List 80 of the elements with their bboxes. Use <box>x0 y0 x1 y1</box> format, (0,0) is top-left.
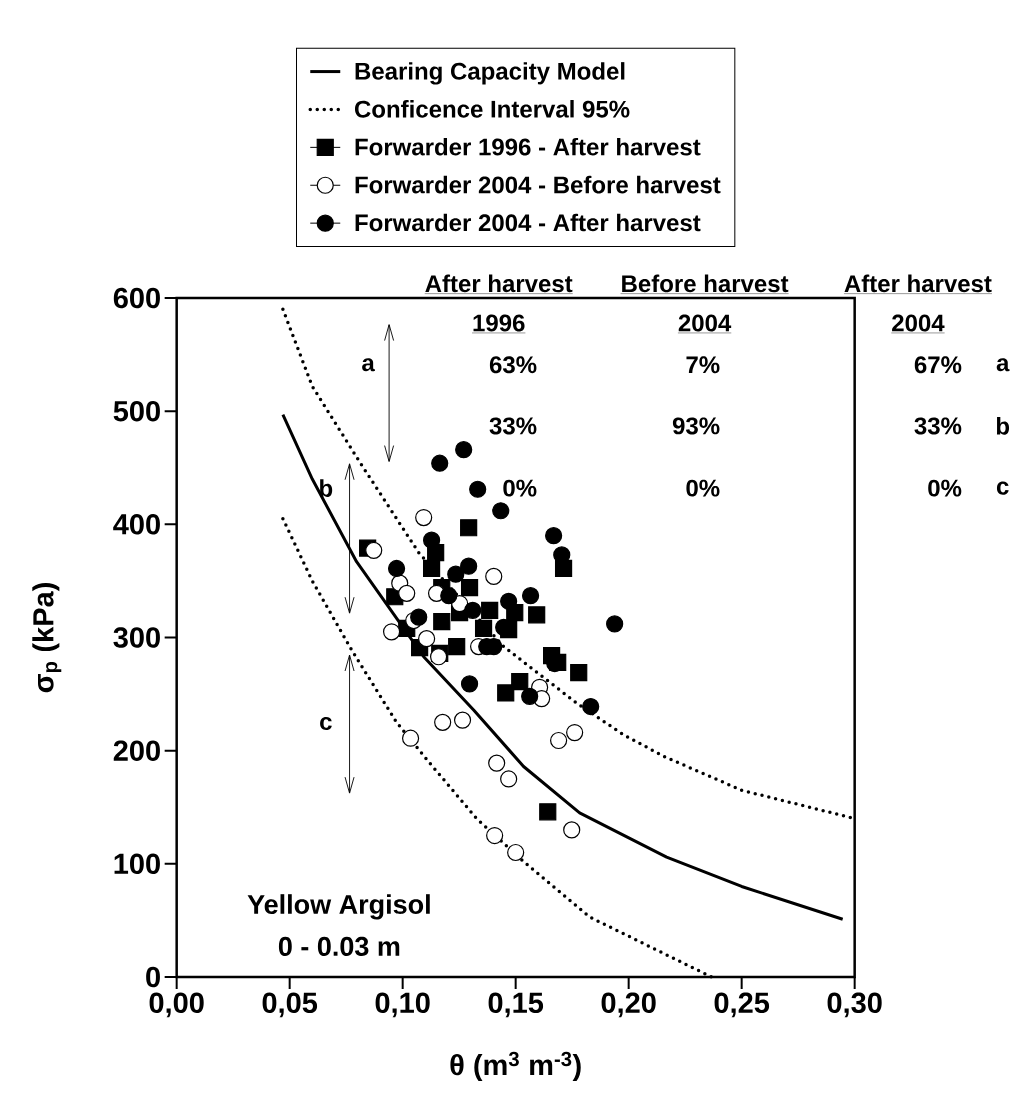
point <box>448 637 466 656</box>
annotation: 0 - 0.03 m <box>279 936 400 957</box>
legend-label: Forwarder 1996 - After harvest <box>355 137 701 156</box>
y-tick-label: 0 <box>146 966 161 988</box>
text: Before harvest <box>622 274 789 293</box>
text: a <box>996 358 1010 372</box>
text: 2004 <box>892 314 945 332</box>
point <box>423 559 441 578</box>
point <box>410 608 428 626</box>
x-axis-title: θ (m$^{3}$ m$^{-3}$) <box>450 1051 581 1082</box>
text: 67% <box>914 356 962 374</box>
point <box>433 613 451 631</box>
point <box>455 441 473 459</box>
point <box>388 559 406 578</box>
annotation: Yellow Argisol <box>247 894 430 920</box>
text: After harvest <box>425 274 573 293</box>
annotation: 33% <box>489 417 537 435</box>
point <box>464 601 482 619</box>
x-tick-label: 0,15 <box>488 992 544 1018</box>
point <box>461 579 479 597</box>
point <box>423 531 441 549</box>
y-tick-label: 100 <box>114 853 161 875</box>
point <box>492 502 510 520</box>
point <box>481 601 499 619</box>
annotation: 93% <box>673 417 720 435</box>
point <box>460 519 478 537</box>
x-tick-label: 0,00 <box>149 992 204 1018</box>
x-tick-label: 0,10 <box>375 992 430 1018</box>
annotation: 2004 <box>678 314 732 332</box>
point <box>461 675 479 693</box>
text: 33% <box>914 417 962 435</box>
y-tick-label: 500 <box>113 400 161 422</box>
y-tick-label: 300 <box>113 627 161 648</box>
y-tick-label: 200 <box>113 740 161 761</box>
annotation: 63% <box>490 356 537 374</box>
annotation: 7% <box>686 356 720 374</box>
point <box>507 843 525 862</box>
point <box>522 587 540 605</box>
point <box>447 565 465 583</box>
point <box>398 584 416 602</box>
legend-label: Bearing Capacity Model <box>355 62 625 85</box>
point <box>500 592 518 610</box>
x-tick-label: 0,25 <box>714 992 770 1018</box>
point <box>486 826 504 845</box>
y-tick-label: 600 <box>113 287 161 309</box>
point <box>431 454 449 472</box>
text: After harvest <box>844 274 992 293</box>
annotation: c <box>320 716 332 731</box>
y-axis-title: σ$_{p}$ (kPa) <box>32 583 62 693</box>
x-tick-label: 0,20 <box>601 992 656 1018</box>
point <box>430 648 448 666</box>
point <box>511 673 529 691</box>
y-tick-label: 400 <box>113 514 161 535</box>
x-tick-label: 0,30 <box>827 992 882 1018</box>
point <box>528 606 546 624</box>
annotation: 0% <box>686 479 720 497</box>
point <box>582 697 600 716</box>
point <box>497 684 515 702</box>
point <box>418 630 436 648</box>
point <box>539 803 557 821</box>
point <box>545 527 563 545</box>
x-tick-label: 0,05 <box>262 992 318 1018</box>
point <box>606 615 624 633</box>
text: 0% <box>928 479 962 497</box>
point <box>440 587 458 605</box>
text: c <box>997 481 1009 495</box>
point <box>460 557 478 575</box>
legend-label: Forwarder 2004 - After harvest <box>355 213 701 232</box>
text: b <box>997 417 1010 435</box>
point <box>469 480 487 498</box>
point <box>365 541 383 559</box>
point <box>521 687 539 705</box>
annotation: 1996 <box>473 314 525 332</box>
point <box>570 663 588 682</box>
point <box>475 619 493 638</box>
annotation: 0% <box>503 479 537 497</box>
legend-label: Forwarder 2004 - Before harvest <box>355 175 721 194</box>
annotation: a <box>362 358 376 372</box>
point <box>402 729 420 747</box>
legend-label: Conficence Interval 95% <box>355 100 630 118</box>
